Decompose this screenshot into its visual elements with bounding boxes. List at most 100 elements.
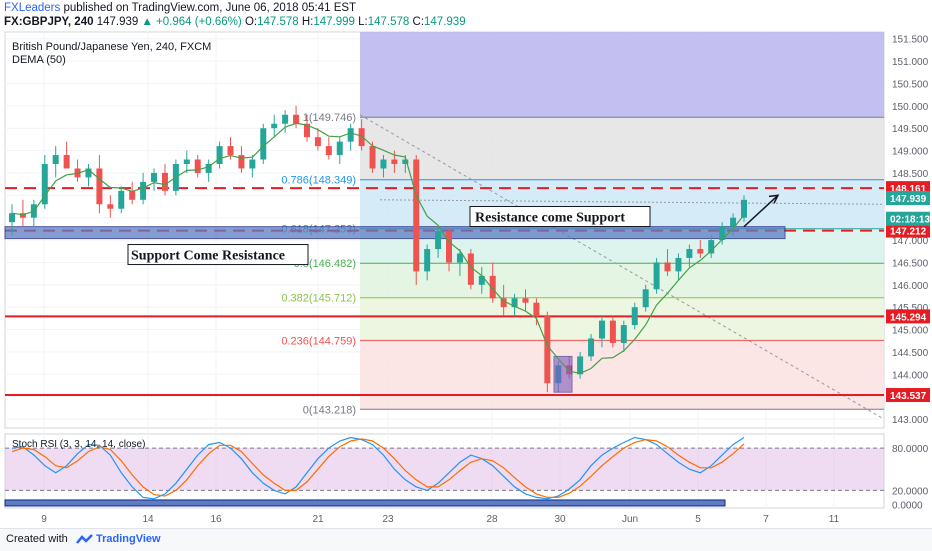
candle-body	[511, 298, 518, 308]
candle-body	[293, 114, 300, 124]
last-price: 147.939	[96, 16, 139, 28]
candle-body	[216, 146, 223, 164]
rsi-band	[5, 448, 884, 491]
chart-canvas[interactable]: 1(149.746)0.786(148.349)0.618(147.253)0.…	[0, 30, 932, 528]
publisher-name[interactable]: FXLeaders	[4, 2, 61, 14]
candle-body	[402, 159, 409, 164]
candle-body	[336, 141, 343, 156]
candle-body	[424, 249, 431, 272]
annotation-box	[127, 244, 309, 266]
tradingview-brand[interactable]: TradingView	[96, 533, 161, 545]
candle-body	[52, 155, 59, 164]
y-tick-label: 149.000	[892, 147, 929, 158]
annotation-support-resistance: Support Come Resistance	[131, 249, 285, 264]
candle-body	[205, 164, 212, 173]
x-tick-label: 11	[829, 514, 840, 525]
candle-body	[238, 155, 245, 169]
candle-body	[741, 199, 747, 218]
candle-body	[588, 338, 595, 357]
indicator-label: DEMA (50)	[12, 54, 66, 66]
price-tag	[886, 309, 930, 324]
fib-level-label: 0.382(145.712)	[281, 293, 356, 305]
candle-body	[413, 159, 420, 272]
candle-body	[129, 190, 136, 200]
dema-line	[11, 122, 745, 375]
x-tick-label: 23	[382, 514, 394, 525]
candle-body	[303, 123, 310, 138]
up-triangle-icon: ▲	[141, 16, 153, 28]
candle-body	[271, 123, 278, 129]
y-tick-label: 151.000	[892, 57, 929, 68]
fib-zone	[360, 263, 884, 298]
price-tag-label: 143.537	[890, 391, 927, 402]
y-tick-label: 143.000	[892, 415, 929, 426]
candle-body	[107, 204, 114, 209]
y-tick-label: 145.500	[892, 303, 929, 314]
candle-body	[478, 275, 485, 285]
price-tag-label: 148.161	[890, 184, 927, 195]
candle-body	[183, 159, 190, 164]
candle-body	[282, 114, 289, 124]
candle-body	[19, 213, 26, 218]
rsi-zone-box	[4, 499, 726, 507]
chart-header: FXLeaders published on TradingView.com, …	[0, 0, 932, 30]
price-tag-label: 147.939	[890, 194, 927, 205]
y-tick-label: 151.500	[892, 35, 929, 46]
fib-zone	[360, 117, 884, 180]
candle-body	[63, 155, 70, 169]
candle-body	[708, 240, 715, 254]
candle-body	[151, 172, 158, 182]
arrow-line	[743, 194, 779, 228]
x-tick-label: 28	[486, 514, 498, 525]
x-tick-label: 7	[763, 514, 769, 525]
tradingview-logo-icon	[76, 534, 93, 544]
y-tick-label: 149.500	[892, 124, 929, 135]
candle-body	[249, 159, 256, 169]
fib-level-label: 0.5(146.482)	[294, 258, 356, 270]
candle-body	[140, 181, 147, 200]
candle-body	[96, 168, 103, 205]
candle-body	[522, 298, 529, 303]
candle-body	[719, 226, 726, 241]
candle-body	[653, 262, 660, 290]
fib-level-label: 0(143.218)	[303, 404, 356, 416]
candle-body	[609, 320, 616, 343]
high-value: 147.999	[313, 16, 355, 28]
price-change: +0.964 (+0.66%)	[156, 16, 242, 28]
chart-title: British Pound/Japanese Yen, 240, FXCM	[12, 41, 211, 53]
candle-body	[489, 275, 496, 299]
fib-level-label: 1(149.746)	[303, 112, 356, 124]
candle-body	[446, 231, 453, 263]
trend-line	[359, 114, 885, 420]
published-text: published on TradingView.com, June 06, 2…	[63, 2, 357, 14]
candle-body	[456, 253, 463, 263]
candle-body	[686, 249, 693, 258]
rsi-y-tick-label: 20.0000	[892, 486, 929, 497]
candle-body	[194, 159, 201, 173]
candle-body	[161, 172, 168, 191]
fib-level-label: 0.786(148.349)	[281, 175, 356, 187]
y-tick-label: 147.000	[892, 236, 929, 247]
x-tick-label: 14	[142, 514, 154, 525]
candle-body	[577, 356, 584, 375]
price-tag-label: 147.212	[890, 227, 927, 238]
candle-body	[347, 128, 354, 142]
price-tag	[886, 223, 930, 238]
rsi-y-tick-label: 80.0000	[892, 444, 929, 455]
y-tick-label: 146.500	[892, 258, 929, 269]
high-label: H:	[301, 16, 314, 28]
y-tick-label: 150.500	[892, 79, 929, 90]
x-tick-label: 16	[210, 514, 222, 525]
open-label: O:	[244, 16, 258, 28]
price-tag-label: 02:18:13	[890, 215, 930, 226]
x-tick-label: 21	[312, 514, 324, 525]
y-tick-label: 144.000	[892, 370, 929, 381]
candle-body	[9, 213, 15, 223]
x-tick-label: 30	[554, 514, 566, 525]
price-tag	[886, 388, 930, 403]
open-value: 147.578	[257, 16, 299, 28]
close-label: C:	[412, 16, 425, 28]
candle-body	[391, 159, 398, 164]
candle-body	[85, 168, 92, 178]
x-tick-label: Jun	[622, 514, 638, 525]
